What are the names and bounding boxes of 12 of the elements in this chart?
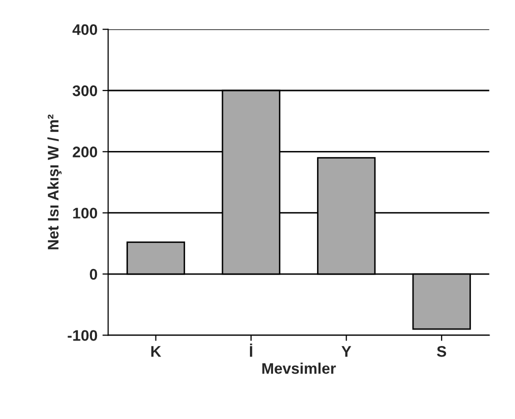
x-tick-label: S (436, 346, 446, 357)
y-tick-label: 200 (72, 146, 98, 158)
x-tick-label: İ (250, 344, 252, 357)
y-tick-label: 100 (73, 208, 98, 219)
x-tick-label: Y (342, 346, 352, 357)
y-axis-title: Net Isı Akışı W / m² (47, 114, 62, 250)
x-tick-label: K (151, 346, 162, 357)
y-tick-label: -100 (68, 330, 98, 341)
x-axis-title: Mevsimler (262, 362, 336, 374)
y-tick-label: 0 (90, 268, 98, 280)
y-tick-label: 300 (72, 85, 98, 96)
y-tick-label: 400 (72, 24, 98, 36)
